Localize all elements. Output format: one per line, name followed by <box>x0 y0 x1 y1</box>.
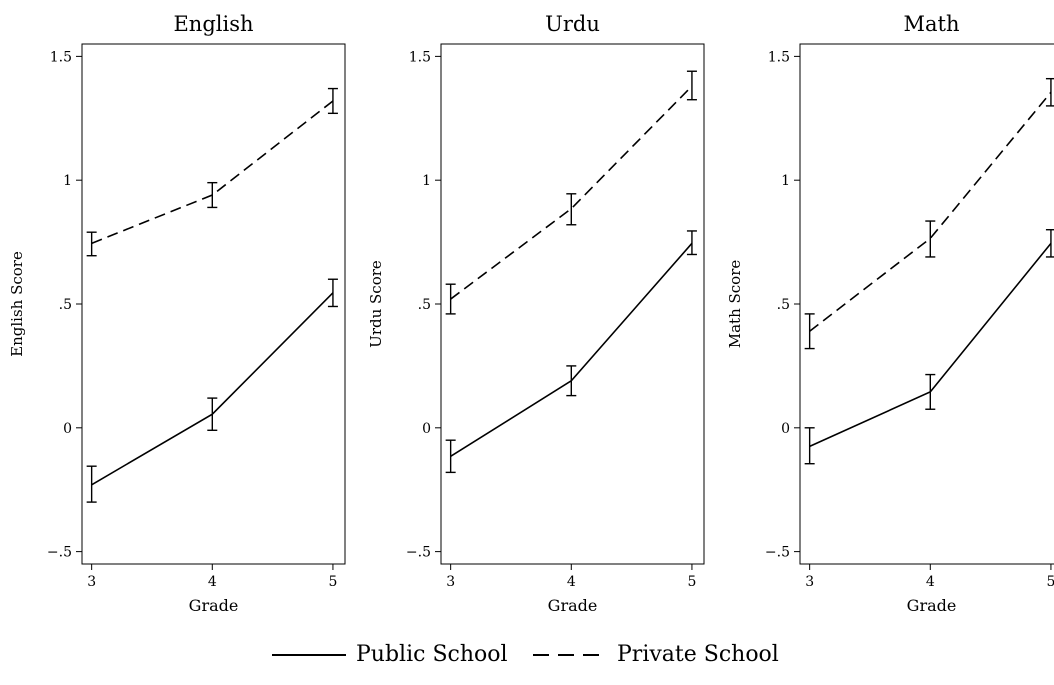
plot-frame <box>440 43 705 565</box>
y-tick-label: −.5 <box>765 545 790 561</box>
y-tick-label: 0 <box>781 421 790 437</box>
legend-swatch-solid <box>272 653 346 656</box>
panel-title: Math <box>904 12 960 36</box>
y-tick-label: 1 <box>63 173 72 189</box>
y-tick-label: 1.5 <box>50 49 72 65</box>
y-tick-label: −.5 <box>406 545 431 561</box>
series-line-private <box>809 91 1052 332</box>
x-tick-label: 3 <box>87 574 96 590</box>
panel-title: Urdu <box>545 12 600 36</box>
x-axis-label: Grade <box>548 596 598 615</box>
y-axis-label: English Score <box>8 251 26 357</box>
x-tick-label: 4 <box>926 574 935 590</box>
y-tick-label: 0 <box>63 421 72 437</box>
y-tick-label: 1 <box>781 173 790 189</box>
x-axis-label: Grade <box>189 596 239 615</box>
x-tick-label: 5 <box>328 574 337 590</box>
series-line-private <box>450 85 693 300</box>
x-tick-label: 5 <box>687 574 696 590</box>
panel-math: Math −.5 0 .5 1 1.5 3 4 5 Grade Math Score <box>726 12 1054 615</box>
plot-frame <box>799 43 1054 565</box>
y-axis-label: Math Score <box>726 260 744 349</box>
y-tick-label: .5 <box>59 297 72 313</box>
legend-item-private: Private School <box>533 642 779 667</box>
x-tick-label: 3 <box>805 574 814 590</box>
series-line-public <box>91 292 334 486</box>
x-axis-label: Grade <box>907 596 957 615</box>
panel-urdu: Urdu −.5 0 .5 1 1.5 3 4 5 Grade Urdu Score <box>367 12 705 615</box>
y-tick-label: 1.5 <box>768 49 790 65</box>
series-line-private <box>91 100 334 245</box>
y-tick-label: 0 <box>422 421 431 437</box>
y-tick-label: −.5 <box>47 545 72 561</box>
y-tick-label: .5 <box>777 297 790 313</box>
legend-swatch-dashed <box>533 653 607 656</box>
y-tick-label: .5 <box>418 297 431 313</box>
series-line-public <box>450 242 693 457</box>
y-tick-label: 1 <box>422 173 431 189</box>
y-axis-label: Urdu Score <box>367 260 385 348</box>
x-tick-label: 3 <box>446 574 455 590</box>
legend-item-public: Public School <box>272 642 508 667</box>
x-tick-label: 4 <box>208 574 217 590</box>
legend: Public School Private School <box>0 636 1054 676</box>
x-tick-label: 4 <box>567 574 576 590</box>
panel-english: English −.5 0 .5 1 1.5 3 4 5 Grade English Score <box>8 12 346 615</box>
panel-title: English <box>173 12 253 36</box>
legend-label-public: Public School <box>356 642 508 667</box>
series-line-public <box>809 242 1052 448</box>
y-tick-label: 1.5 <box>409 49 431 65</box>
x-tick-label: 5 <box>1046 574 1054 590</box>
legend-label-private: Private School <box>617 642 779 667</box>
